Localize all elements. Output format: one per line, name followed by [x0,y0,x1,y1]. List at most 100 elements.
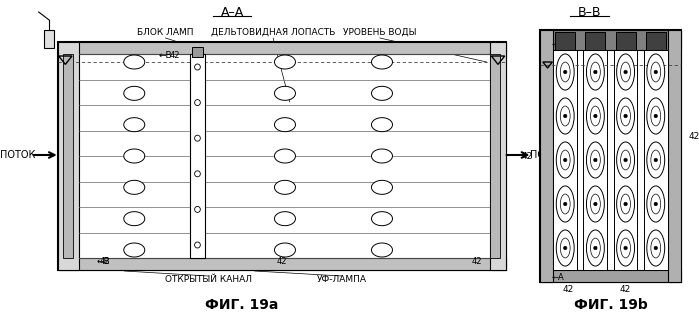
Bar [616,32,635,50]
Circle shape [563,70,567,74]
Ellipse shape [617,98,635,134]
Text: 42: 42 [521,151,533,160]
Ellipse shape [591,194,600,214]
Circle shape [194,135,201,141]
Ellipse shape [617,186,635,222]
Circle shape [563,158,567,162]
Text: 42: 42 [170,51,180,60]
Bar [540,30,681,50]
Bar [540,30,681,282]
Bar [668,30,681,282]
Text: ←B: ←B [96,258,110,267]
Bar [491,54,500,258]
Bar [58,42,505,54]
Circle shape [654,202,658,206]
Polygon shape [275,149,296,163]
Polygon shape [275,243,296,257]
Text: А–А: А–А [220,5,244,18]
Ellipse shape [621,62,630,82]
Bar [585,32,605,50]
Ellipse shape [621,238,630,258]
Polygon shape [371,149,392,163]
Ellipse shape [561,194,570,214]
Circle shape [654,70,658,74]
Bar [491,42,505,270]
Ellipse shape [556,98,574,134]
Ellipse shape [556,142,574,178]
Text: ПОТОК: ПОТОК [530,150,565,160]
Circle shape [624,158,627,162]
Text: 42: 42 [472,258,482,267]
Ellipse shape [647,54,665,90]
Text: 42: 42 [100,258,110,267]
Ellipse shape [651,150,661,170]
Ellipse shape [586,230,605,266]
Bar [192,47,203,57]
Ellipse shape [651,194,661,214]
Circle shape [624,202,627,206]
Circle shape [624,246,627,250]
Ellipse shape [556,54,574,90]
Circle shape [194,99,201,106]
Bar [540,270,681,282]
Circle shape [654,114,658,118]
Polygon shape [275,180,296,194]
Bar [554,50,577,270]
Bar [64,54,73,258]
Polygon shape [124,149,145,163]
Ellipse shape [651,106,661,126]
Ellipse shape [591,238,600,258]
Bar [646,32,665,50]
Polygon shape [124,243,145,257]
Ellipse shape [617,230,635,266]
Polygon shape [124,180,145,194]
Circle shape [624,114,627,118]
Ellipse shape [591,150,600,170]
Text: УРОВЕНЬ ВОДЫ: УРОВЕНЬ ВОДЫ [343,27,417,36]
Text: ФИГ. 19а: ФИГ. 19а [205,298,278,312]
Ellipse shape [621,150,630,170]
Ellipse shape [556,230,574,266]
Circle shape [194,64,201,70]
Circle shape [654,246,658,250]
Polygon shape [371,212,392,226]
Ellipse shape [617,54,635,90]
Polygon shape [371,118,392,132]
Polygon shape [371,86,392,100]
Bar [614,50,637,270]
Polygon shape [124,86,145,100]
Ellipse shape [561,150,570,170]
Circle shape [563,246,567,250]
Polygon shape [275,118,296,132]
Ellipse shape [586,186,605,222]
Polygon shape [275,55,296,69]
Text: УФ-ЛАМПА: УФ-ЛАМПА [317,276,367,285]
Bar [644,50,668,270]
Ellipse shape [651,62,661,82]
Circle shape [194,242,201,248]
Polygon shape [124,212,145,226]
Ellipse shape [586,142,605,178]
Ellipse shape [591,62,600,82]
Text: 42: 42 [563,286,574,295]
Polygon shape [124,55,145,69]
Circle shape [593,114,597,118]
Circle shape [563,114,567,118]
Circle shape [563,202,567,206]
Ellipse shape [647,142,665,178]
Text: 42: 42 [619,286,630,295]
Circle shape [624,70,627,74]
Bar [58,42,505,270]
Polygon shape [124,118,145,132]
Circle shape [593,202,597,206]
Ellipse shape [621,194,630,214]
Text: ПОТОК: ПОТОК [0,150,36,160]
Text: 42: 42 [689,131,699,140]
Ellipse shape [621,106,630,126]
Polygon shape [371,243,392,257]
Text: 42: 42 [65,55,75,64]
Ellipse shape [591,106,600,126]
Text: ←A: ←A [552,273,564,282]
Ellipse shape [561,106,570,126]
Ellipse shape [561,238,570,258]
